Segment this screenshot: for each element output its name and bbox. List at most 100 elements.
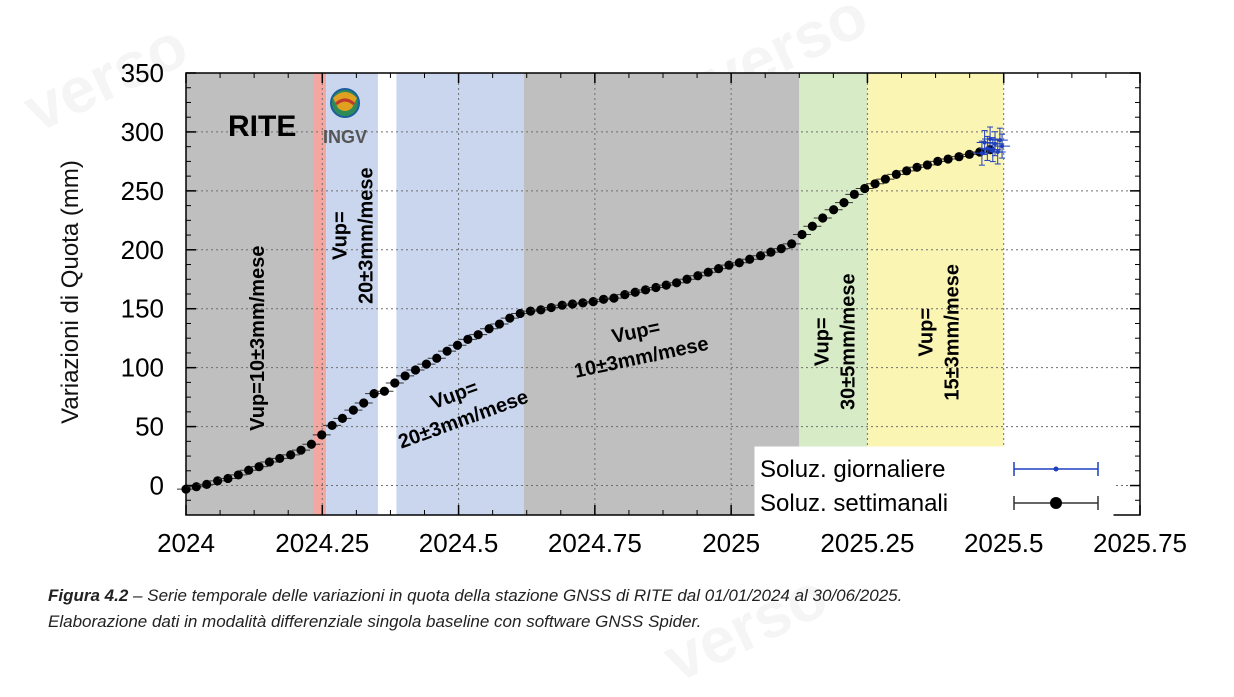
weekly-point: [505, 313, 515, 323]
weekly-point: [703, 267, 713, 277]
weekly-point: [755, 251, 766, 261]
x-tick-label: 2025.75: [1093, 528, 1187, 558]
weekly-point: [588, 297, 598, 307]
rate-annotation-line: 15±3mm/mese: [941, 264, 963, 401]
weekly-point: [860, 183, 870, 194]
weekly-point: [286, 450, 296, 460]
weekly-point: [661, 280, 671, 290]
weekly-point: [651, 282, 661, 293]
weekly-point: [421, 359, 432, 369]
caption-text-line2: Elaborazione dati in modalità differenzi…: [48, 612, 702, 631]
legend-marker: [1053, 466, 1059, 472]
weekly-point: [870, 179, 880, 189]
x-tick-label: 2024.5: [419, 528, 499, 558]
x-tick-label: 2025: [702, 528, 760, 558]
y-tick-label: 200: [121, 235, 164, 265]
weekly-point: [213, 476, 223, 486]
period-band: [326, 73, 378, 515]
weekly-point: [567, 299, 578, 309]
weekly-point: [933, 156, 943, 166]
period-band: [313, 73, 327, 515]
rate-annotation: Vup= 15±3mm/mese: [915, 264, 963, 401]
ingv-logo: INGV: [323, 88, 367, 147]
weekly-point: [891, 169, 901, 179]
weekly-point: [191, 482, 201, 492]
rate-annotation-line: Vup=10±3mm/mese: [247, 246, 269, 431]
weekly-point: [275, 453, 285, 464]
weekly-point: [849, 189, 859, 200]
rate-annotation-line: Vup=: [812, 317, 834, 366]
weekly-point: [880, 174, 891, 184]
axis-ticks: [185, 72, 1141, 516]
weekly-point: [317, 430, 327, 440]
x-tick-label: 2024.25: [275, 528, 369, 558]
period-band: [186, 73, 314, 515]
weekly-point: [714, 264, 724, 274]
rate-annotation: Vup=10±3mm/mese: [247, 246, 269, 431]
period-band: [799, 73, 868, 515]
weekly-point: [306, 439, 316, 449]
y-tick-label: 300: [121, 117, 164, 147]
legend: Soluz. giornaliere Soluz. settimanali: [754, 446, 1114, 520]
weekly-point: [609, 293, 619, 303]
weekly-point: [379, 386, 390, 396]
period-band: [523, 73, 800, 515]
weekly-point: [359, 398, 369, 408]
weekly-point: [620, 289, 630, 300]
y-tick-label: 50: [135, 412, 164, 442]
rate-annotation-line: Vup=: [915, 308, 937, 357]
weekly-point: [598, 294, 609, 304]
period-band: [867, 73, 1004, 515]
weekly-point: [296, 445, 306, 455]
weekly-point: [766, 247, 776, 257]
weekly-point: [400, 371, 410, 381]
weekly-point: [954, 152, 964, 162]
weekly-point: [473, 330, 483, 340]
weekly-point: [264, 457, 275, 467]
weekly-point: [223, 473, 233, 484]
weekly-point: [515, 308, 525, 319]
weekly-point: [630, 287, 640, 297]
weekly-point: [818, 213, 828, 223]
weekly-point: [672, 278, 682, 288]
weekly-point: [525, 306, 536, 316]
weekly-point: [337, 413, 348, 423]
daily-point: [1000, 144, 1005, 149]
figure-caption: Figura 4.2 – Serie temporale delle varia…: [48, 583, 1196, 635]
weekly-point: [390, 378, 400, 388]
weekly-point: [640, 285, 651, 295]
weekly-point: [442, 346, 452, 356]
rate-annotation-line: Vup=: [329, 211, 351, 260]
weekly-point: [254, 462, 264, 472]
weekly-point: [348, 405, 358, 415]
legend-marker: [1050, 497, 1062, 509]
rate-annotation: Vup=20±3mm/mese: [329, 167, 377, 304]
weekly-point: [494, 319, 505, 329]
figure-label: Figura 4.2: [48, 586, 129, 605]
legend-label-weekly: Soluz. settimanali: [760, 490, 948, 517]
weekly-point: [829, 205, 839, 215]
weekly-point: [233, 470, 243, 480]
weekly-point: [912, 162, 922, 172]
y-tick-label: 0: [150, 471, 164, 501]
weekly-point: [745, 254, 755, 264]
weekly-point: [202, 479, 212, 489]
caption-text-line1: Serie temporale delle variazioni in quot…: [147, 586, 903, 605]
daily-series: [973, 126, 1011, 166]
weekly-point: [369, 388, 379, 399]
weekly-point: [557, 300, 567, 310]
weekly-point: [964, 149, 974, 159]
x-tick-label: 2024.75: [548, 528, 642, 558]
period-bands: [186, 73, 1004, 515]
weekly-point: [839, 198, 849, 208]
daily-point: [992, 141, 997, 146]
weekly-point: [902, 166, 912, 176]
weekly-point: [484, 324, 494, 334]
x-tick-labels: 2024 2024.25 2024.5 2024.75 2025 2025.25 2025.…: [157, 528, 1187, 558]
logo-text: INGV: [323, 127, 367, 147]
daily-point: [982, 140, 987, 145]
rate-annotation: Vup= 30±5mm/mese: [812, 273, 860, 410]
y-tick-label: 250: [121, 176, 164, 206]
weekly-point: [327, 420, 337, 431]
legend-label-daily: Soluz. giornaliere: [760, 456, 945, 483]
